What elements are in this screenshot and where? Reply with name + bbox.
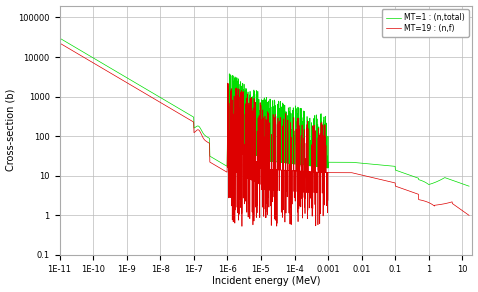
Y-axis label: Cross-section (b): Cross-section (b) [6, 89, 16, 171]
MT=1 : (n,total): (0.0192, 19.8): (n,total): (0.0192, 19.8) [368, 162, 374, 166]
MT=19 : (n,f): (9.85e-06, 19.6): (n,f): (9.85e-06, 19.6) [258, 162, 263, 166]
MT=19 : (n,f): (0.0139, 9.78): (n,f): (0.0139, 9.78) [364, 174, 369, 178]
MT=1 : (n,total): (15.8, 5.46): (n,total): (15.8, 5.46) [466, 185, 472, 188]
MT=19 : (n,f): (1e-11, 2.26e+04): (n,f): (1e-11, 2.26e+04) [57, 41, 63, 45]
MT=1 : (n,total): (8.23e-05, 20.2): (n,total): (8.23e-05, 20.2) [289, 162, 294, 165]
X-axis label: Incident energy (MeV): Incident energy (MeV) [212, 277, 320, 286]
Line: MT=19 : (n,f): MT=19 : (n,f) [60, 43, 469, 226]
MT=19 : (n,f): (0.34, 3.81): (n,f): (0.34, 3.81) [410, 191, 416, 194]
MT=1 : (n,total): (1.27e-06, 71.9): (n,total): (1.27e-06, 71.9) [228, 140, 234, 144]
MT=19 : (n,f): (2.71e-06, 0.53): (n,f): (2.71e-06, 0.53) [239, 225, 245, 228]
MT=1 : (n,total): (9.83e-06, 28.6): (n,total): (9.83e-06, 28.6) [258, 156, 263, 159]
MT=1 : (n,total): (1e-11, 3.02e+04): (n,total): (1e-11, 3.02e+04) [57, 36, 63, 40]
MT=19 : (n,f): (1.27e-06, 49.4): (n,f): (1.27e-06, 49.4) [228, 147, 234, 150]
MT=19 : (n,f): (8.25e-05, 13.5): (n,f): (8.25e-05, 13.5) [289, 169, 294, 172]
MT=19 : (n,f): (0.0195, 9.14): (n,f): (0.0195, 9.14) [369, 175, 374, 179]
MT=19 : (n,f): (15.8, 1): (n,f): (15.8, 1) [466, 213, 472, 217]
Legend: MT=1 : (n,total), MT=19 : (n,f): MT=1 : (n,total), MT=19 : (n,f) [382, 9, 468, 37]
Line: MT=1 : (n,total): MT=1 : (n,total) [60, 38, 469, 186]
MT=1 : (n,total): (0.0137, 20.3): (n,total): (0.0137, 20.3) [363, 162, 369, 165]
MT=1 : (n,total): (0.334, 9.75): (n,total): (0.334, 9.75) [410, 175, 416, 178]
